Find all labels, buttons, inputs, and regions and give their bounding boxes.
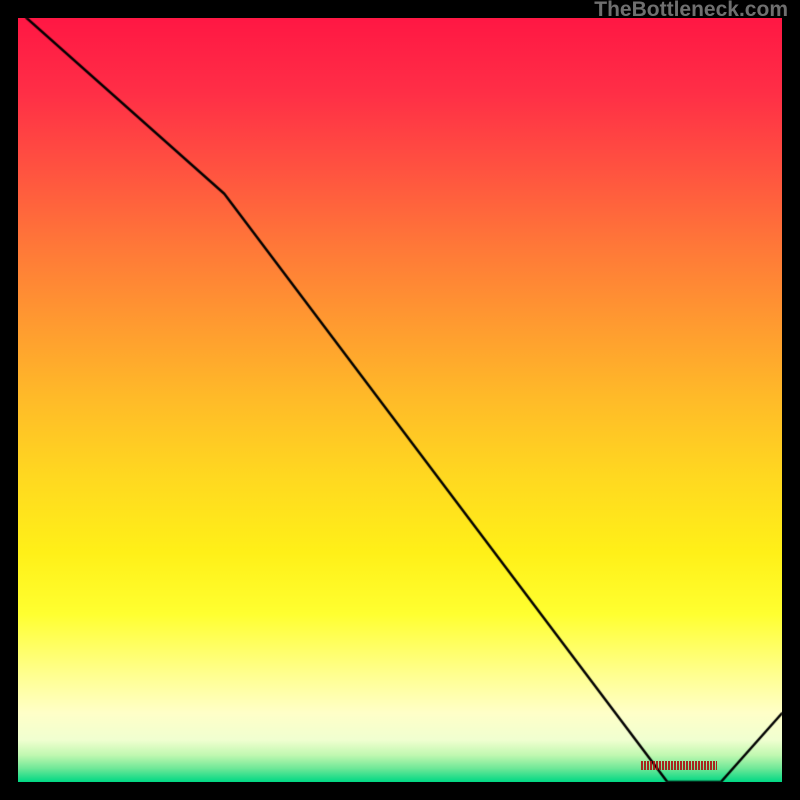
bottleneck-chart: TheBottleneck.com (0, 0, 800, 800)
watermark-text: TheBottleneck.com (594, 0, 788, 22)
gradient-plot-area (18, 18, 782, 782)
bottom-red-label (641, 761, 717, 770)
